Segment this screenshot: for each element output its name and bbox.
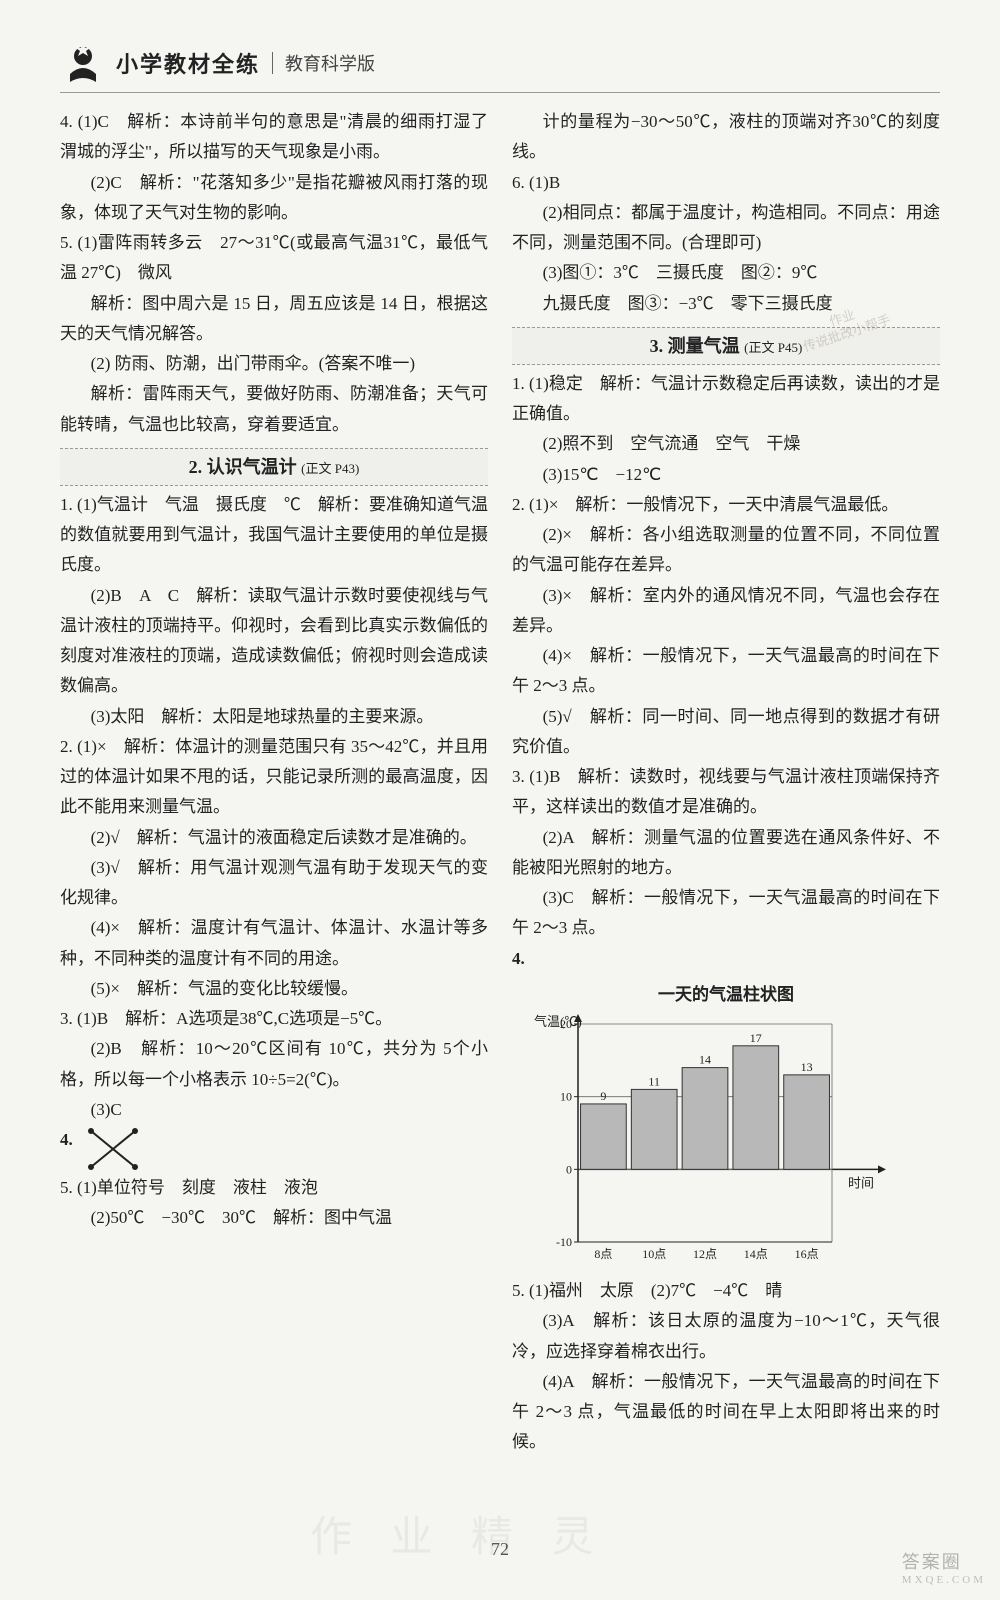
cross-match-diagram <box>83 1125 143 1173</box>
watermark-sub: MXQE.COM <box>902 1574 986 1586</box>
text-line: (3)A 解析：该日太原的温度为−10～1℃，天气很冷，应选择穿着棉衣出行。 <box>512 1306 940 1367</box>
text-line: 1. (1)气温计 气温 摄氏度 ℃ 解析：要准确知道气温的数值就要用到气温计，… <box>60 490 488 581</box>
text-line: 6. (1)B <box>512 168 940 198</box>
left-column: 4. (1)C 解析：本诗前半句的意思是"清晨的细雨打湿了渭城的浮尘"，所以描写… <box>60 107 488 1458</box>
text-line: (2)照不到 空气流通 空气 干燥 <box>512 429 940 459</box>
section-ref: (正文 P43) <box>301 461 359 476</box>
text-line: 5. (1)福州 太原 (2)7℃ −4℃ 晴 <box>512 1276 940 1306</box>
content-columns: 4. (1)C 解析：本诗前半句的意思是"清晨的细雨打湿了渭城的浮尘"，所以描写… <box>60 107 940 1458</box>
q4-row: 4. <box>60 1125 488 1173</box>
q4-label-row: 4. <box>512 944 940 974</box>
svg-text:17: 17 <box>750 1031 762 1045</box>
section-title: 2. 认识气温计 (正文 P43) <box>60 448 488 486</box>
text-line: 2. (1)× 解析：体温计的测量范围只有 35～42℃，并且用过的体温计如果不… <box>60 732 488 823</box>
text-line: 2. (1)× 解析：一般情况下，一天中清晨气温最低。 <box>512 490 940 520</box>
svg-text:11: 11 <box>648 1074 660 1088</box>
svg-text:气温(℃): 气温(℃) <box>534 1014 582 1029</box>
svg-text:-10: -10 <box>556 1235 572 1249</box>
text-line: (2) 防雨、防潮，出门带雨伞。(答案不唯一) <box>60 349 488 379</box>
svg-text:9: 9 <box>600 1089 606 1103</box>
text-line: (4)× 解析：一般情况下，一天气温最高的时间在下午 2～3 点。 <box>512 641 940 702</box>
text-line: (2)B 解析：10～20℃区间有 10℃，共分为 5个小格，所以每一个小格表示… <box>60 1034 488 1095</box>
chart-title: 一天的气温柱状图 <box>512 980 940 1010</box>
text-line: 解析：图中周六是 15 日，周五应该是 14 日，根据这天的天气情况解答。 <box>60 289 488 350</box>
text-line: (3)C 解析：一般情况下，一天气温最高的时间在下午 2～3 点。 <box>512 883 940 944</box>
logo-icon <box>60 40 106 86</box>
page-header: 小学教材全练 教育科学版 <box>60 40 940 93</box>
text-line: (2)C 解析："花落知多少"是指花瓣被风雨打落的现象，体现了天气对生物的影响。 <box>60 168 488 229</box>
section-title-text: 3. 测量气温 <box>650 336 740 356</box>
text-line: 4. (1)C 解析：本诗前半句的意思是"清晨的细雨打湿了渭城的浮尘"，所以描写… <box>60 107 488 168</box>
svg-text:14: 14 <box>699 1053 711 1067</box>
text-line: (5)√ 解析：同一时间、同一地点得到的数据才有研究价值。 <box>512 702 940 763</box>
text-line: (3)太阳 解析：太阳是地球热量的主要来源。 <box>60 702 488 732</box>
svg-text:时间: 时间 <box>848 1175 874 1190</box>
svg-text:0: 0 <box>566 1162 572 1176</box>
text-line: (2)√ 解析：气温计的液面稳定后读数才是准确的。 <box>60 823 488 853</box>
text-line: (4)× 解析：温度计有气温计、体温计、水温计等多种，不同种类的温度计有不同的用… <box>60 913 488 974</box>
text-line: 5. (1)单位符号 刻度 液柱 液泡 <box>60 1173 488 1203</box>
svg-text:12点: 12点 <box>693 1247 717 1261</box>
text-line: (5)× 解析：气温的变化比较缓慢。 <box>60 974 488 1004</box>
text-line: 解析：雷阵雨天气，要做好防雨、防潮准备；天气可能转晴，气温也比较高，穿着要适宜。 <box>60 379 488 440</box>
page: 小学教材全练 教育科学版 4. (1)C 解析：本诗前半句的意思是"清晨的细雨打… <box>0 0 1000 1488</box>
q4-label: 4. <box>60 1130 73 1149</box>
section-ref: (正文 P45) <box>744 340 802 355</box>
text-line: (3)√ 解析：用气温计观测气温有助于发现天气的变化规律。 <box>60 853 488 914</box>
text-line: (3)× 解析：室内外的通风情况不同，气温也会存在差异。 <box>512 581 940 642</box>
text-line: 计的量程为−30～50℃，液柱的顶端对齐30℃的刻度线。 <box>512 107 940 168</box>
text-line: 5. (1)雷阵雨转多云 27～31℃(或最高气温31℃，最低气温 27℃) 微… <box>60 228 488 289</box>
text-line: 3. (1)B 解析：A选项是38℃,C选项是−5℃。 <box>60 1004 488 1034</box>
header-subtitle: 教育科学版 <box>285 50 375 76</box>
text-line: 1. (1)稳定 解析：气温计示数稳定后再读数，读出的才是正确值。 <box>512 369 940 430</box>
svg-text:16点: 16点 <box>795 1247 819 1261</box>
section-title-text: 2. 认识气温计 <box>189 457 297 477</box>
svg-text:14点: 14点 <box>744 1247 768 1261</box>
svg-text:10: 10 <box>560 1090 572 1104</box>
chart-container: 一天的气温柱状图 -1001020气温(℃)时间98点1110点1412点171… <box>512 980 940 1272</box>
text-line: (2)× 解析：各小组选取测量的位置不同，不同位置的气温可能存在差异。 <box>512 520 940 581</box>
bar-chart: -1001020气温(℃)时间98点1110点1412点1714点1316点 <box>532 1012 892 1272</box>
q4-label: 4. <box>512 949 525 968</box>
text-line: 3. (1)B 解析：读数时，视线要与气温计液柱顶端保持齐平，这样读出的数值才是… <box>512 762 940 823</box>
section-title: 3. 测量气温 (正文 P45) <box>512 327 940 365</box>
text-line: (2)A 解析：测量气温的位置要选在通风条件好、不能被阳光照射的地方。 <box>512 823 940 884</box>
header-divider <box>272 52 273 74</box>
text-line: 九摄氏度 图③：−3℃ 零下三摄氏度 <box>512 289 940 319</box>
text-line: (2)B A C 解析：读取气温计示数时要使视线与气温计液柱的顶端持平。仰视时，… <box>60 581 488 702</box>
svg-text:13: 13 <box>801 1060 813 1074</box>
text-line: (2)50℃ −30℃ 30℃ 解析：图中气温 <box>60 1203 488 1233</box>
page-number: 72 <box>0 1539 1000 1560</box>
svg-text:10点: 10点 <box>642 1247 666 1261</box>
text-line: (3)C <box>60 1095 488 1125</box>
text-line: (3)图①：3℃ 三摄氏度 图②：9℃ <box>512 258 940 288</box>
right-column: 计的量程为−30～50℃，液柱的顶端对齐30℃的刻度线。 6. (1)B (2)… <box>512 107 940 1458</box>
text-line: (2)相同点：都属于温度计，构造相同。不同点：用途不同，测量范围不同。(合理即可… <box>512 198 940 259</box>
header-title: 小学教材全练 <box>116 47 260 79</box>
text-line: (4)A 解析：一般情况下，一天气温最高的时间在下午 2～3 点，气温最低的时间… <box>512 1367 940 1458</box>
svg-text:8点: 8点 <box>594 1247 612 1261</box>
text-line: (3)15℃ −12℃ <box>512 460 940 490</box>
